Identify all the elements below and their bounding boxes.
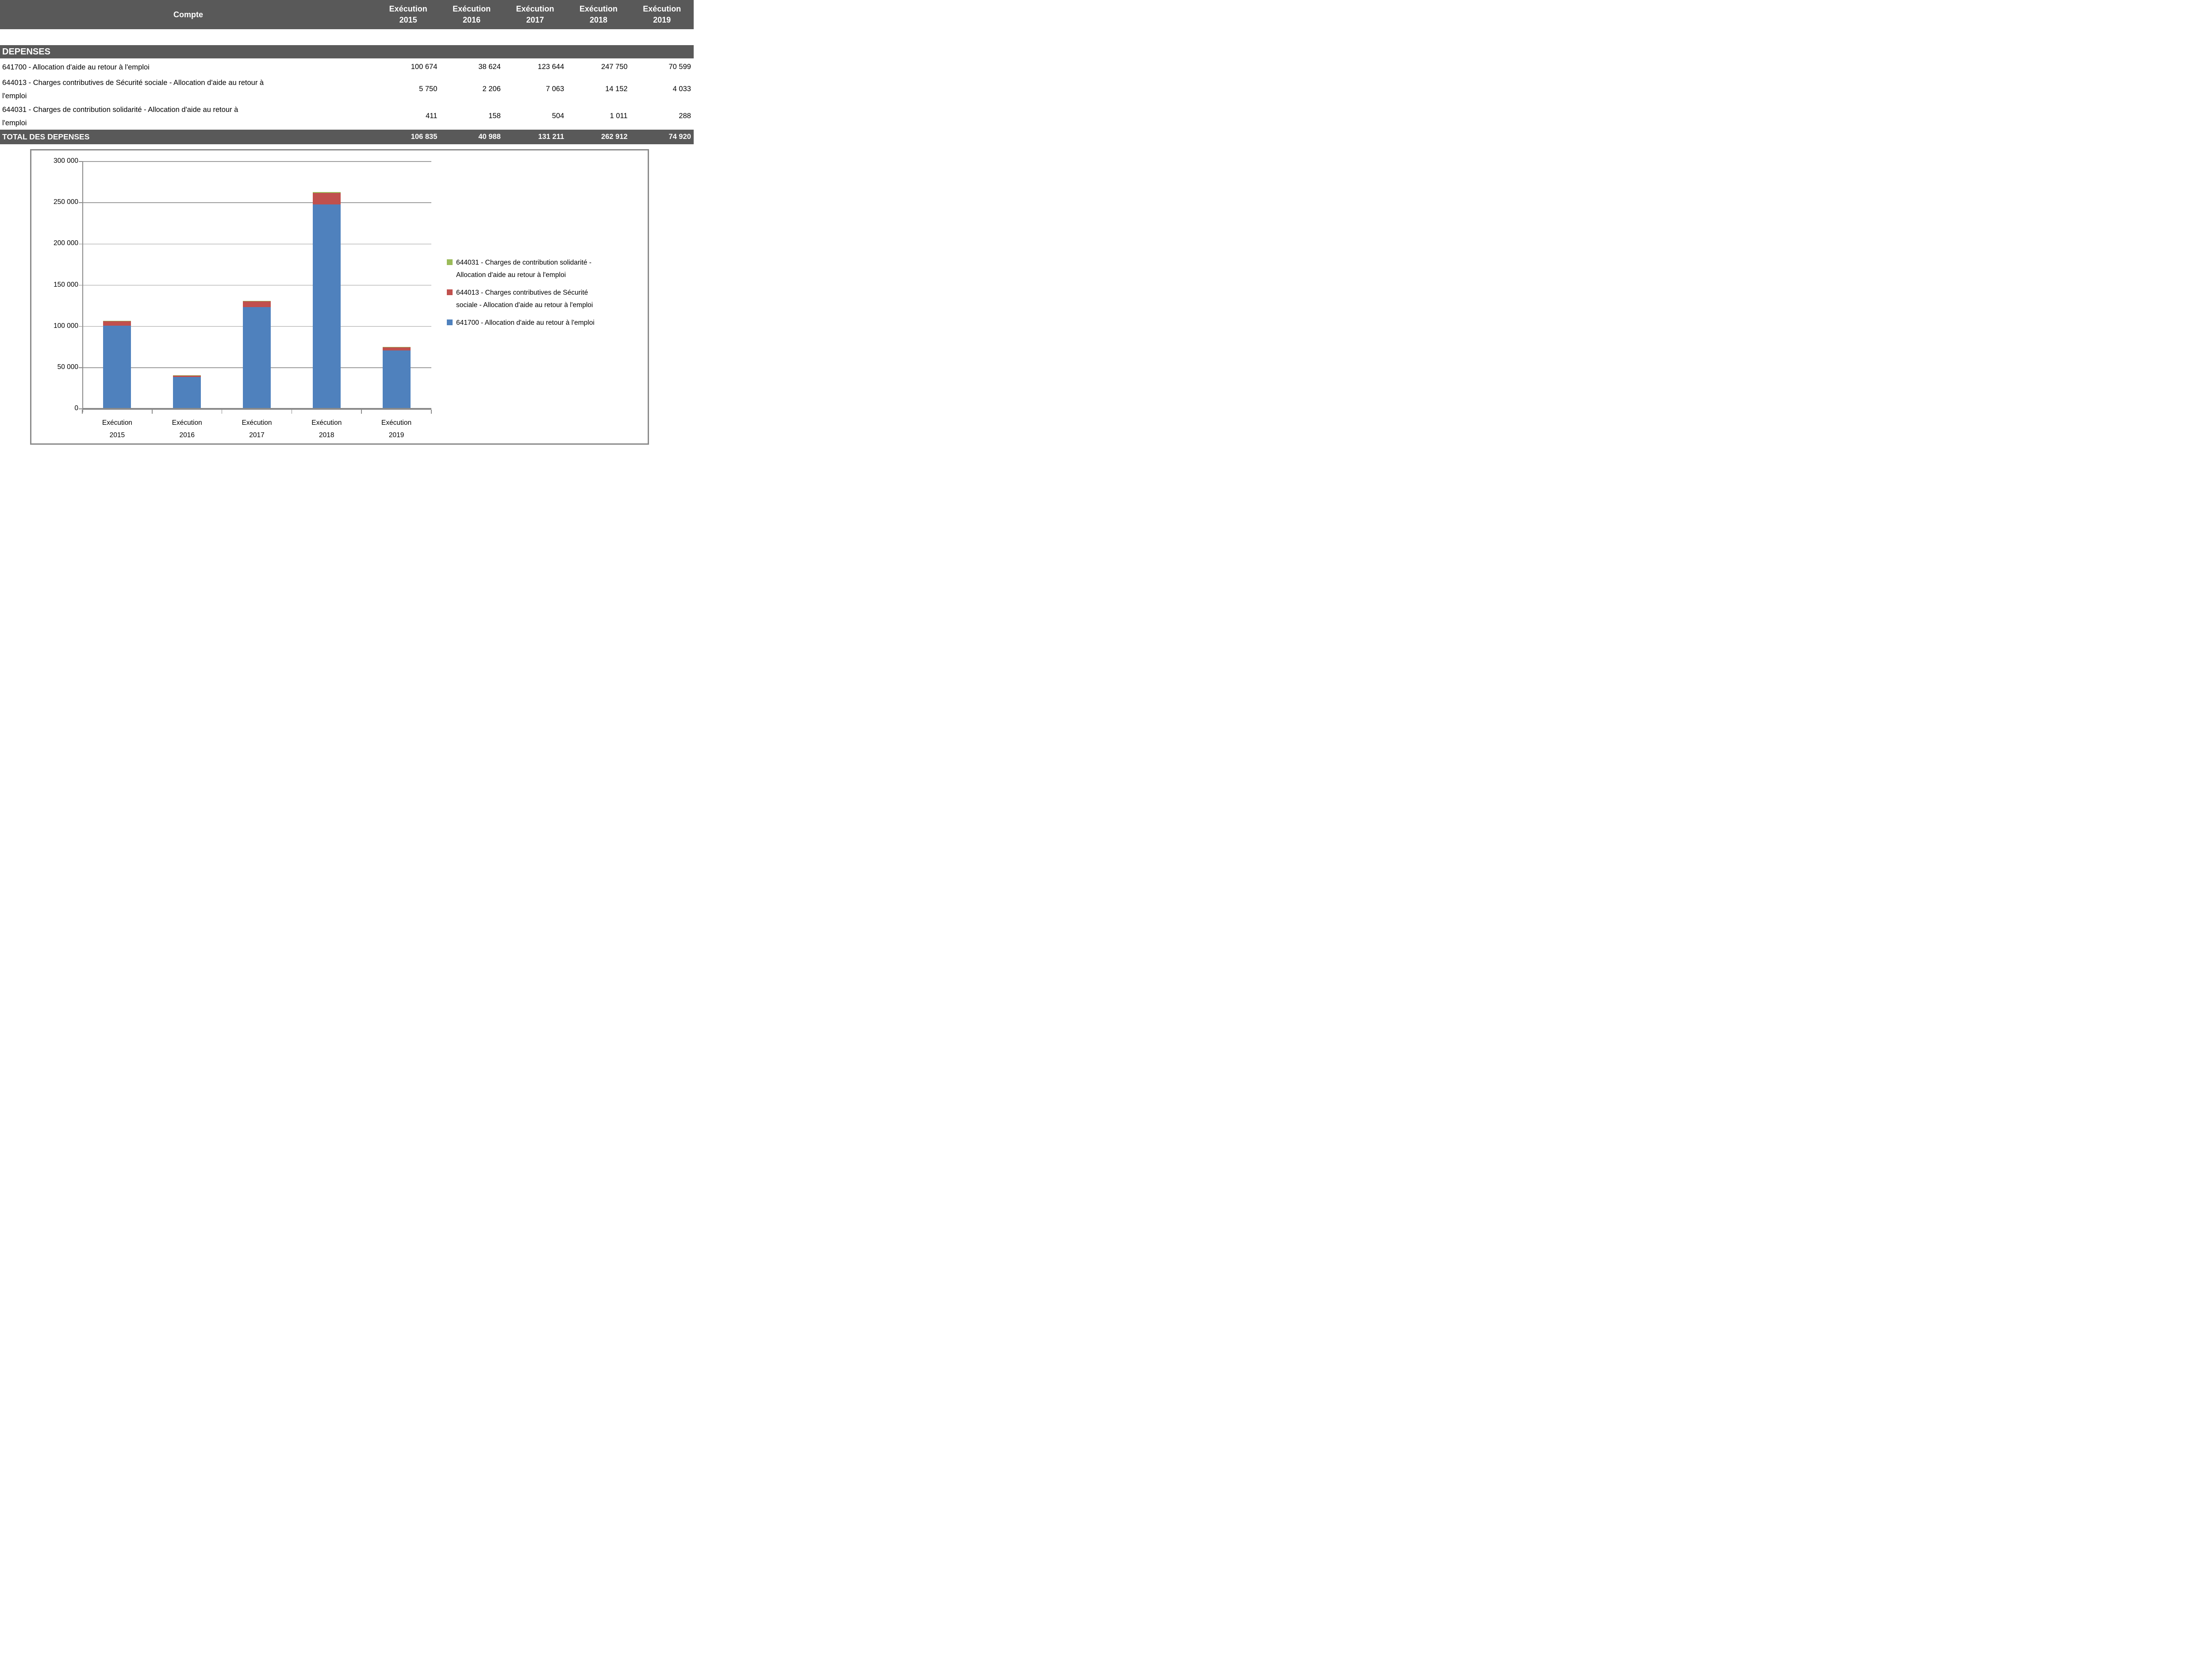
- y-tick-label: 250 000: [53, 198, 78, 206]
- y-tick-label: 100 000: [53, 322, 78, 330]
- y-axis-tick: [79, 367, 82, 368]
- table-row: 644013 - Charges contributives de Sécuri…: [0, 76, 694, 103]
- x-axis-tick: [152, 410, 153, 414]
- x-axis-tick: [82, 410, 83, 414]
- header-year-cell: Exécution 2019: [643, 4, 681, 24]
- y-gridline: [82, 285, 431, 286]
- value-cell: 14 152: [605, 85, 628, 93]
- value-cell: 411: [426, 112, 438, 120]
- y-axis-tick: [79, 285, 82, 286]
- y-axis-line: [82, 162, 83, 412]
- value-cell: 100 674: [411, 63, 438, 71]
- section-depenses-band: DEPENSES: [0, 45, 694, 58]
- bar-segment-641700: [103, 326, 131, 409]
- bar-segment-641700: [243, 307, 271, 409]
- x-axis-tick: [221, 410, 223, 414]
- value-cell: 7 063: [545, 85, 565, 93]
- table-header-row: Compte Exécution 2015 Exécution 2016 Exécu…: [0, 0, 694, 29]
- header-year-columns: Exécution 2015 Exécution 2016 Exécution 20…: [376, 0, 694, 29]
- legend-label: 644031 - Charges de contribution solidar…: [456, 259, 591, 279]
- legend-item: 641700 - Allocation d'aide au retour à l…: [447, 317, 648, 329]
- value-cell: 504: [552, 112, 565, 120]
- header-year-cell: Exécution 2016: [453, 4, 491, 24]
- total-value-cell: 106 835: [411, 133, 438, 141]
- row-label-text: 644013 - Charges contributives de Sécuri…: [2, 78, 264, 100]
- y-tick-label: 50 000: [57, 363, 78, 371]
- row-label-text: 644031 - Charges de contribution solidar…: [2, 105, 238, 127]
- header-compte: Compte: [173, 10, 203, 19]
- bar-segment-644031: [312, 192, 341, 193]
- y-tick-label: 150 000: [53, 281, 78, 289]
- value-cell: 158: [488, 112, 501, 120]
- table-row: 644031 - Charges de contribution solidar…: [0, 103, 694, 130]
- chart-legend: 644031 - Charges de contribution solidar…: [447, 257, 648, 335]
- total-value-cell: 262 912: [601, 133, 628, 141]
- x-tick-label: Exécution 2019: [381, 419, 412, 439]
- value-cell: 38 624: [478, 63, 501, 71]
- header-year-cell: Exécution 2018: [579, 4, 618, 24]
- y-axis-tick: [79, 243, 82, 245]
- row-label-text: 641700 - Allocation d'aide au retour à l…: [2, 63, 150, 71]
- y-tick-label: 200 000: [53, 239, 78, 247]
- y-gridline: [82, 202, 431, 203]
- y-axis-tick: [79, 161, 82, 162]
- x-axis-tick: [361, 410, 362, 414]
- legend-label: 641700 - Allocation d'aide au retour à l…: [456, 319, 595, 327]
- row-label: 644013 - Charges contributives de Sécuri…: [0, 76, 376, 103]
- y-axis-tick: [79, 408, 82, 409]
- value-cell: 1 011: [610, 112, 628, 120]
- x-tick-label: Exécution 2015: [102, 419, 132, 439]
- total-label: TOTAL DES DEPENSES: [2, 132, 90, 141]
- value-cell: 4 033: [672, 85, 691, 93]
- row-label: 644031 - Charges de contribution solidar…: [0, 103, 376, 130]
- legend-item: 644031 - Charges de contribution solidar…: [447, 257, 648, 281]
- bar-segment-644013: [103, 321, 131, 326]
- y-gridline: [82, 161, 431, 162]
- x-tick-label: Exécution 2016: [172, 419, 202, 439]
- legend-swatch-icon: [447, 319, 453, 325]
- bar-segment-641700: [312, 204, 341, 409]
- x-tick-label: Exécution 2017: [242, 419, 272, 439]
- y-gridline: [82, 243, 431, 245]
- legend-label: 644013 - Charges contributives de Sécuri…: [456, 289, 593, 309]
- bar-segment-644013: [173, 375, 201, 377]
- y-axis-tick: [79, 202, 82, 203]
- total-values: 106 835 40 988 131 211 262 912 74 920: [376, 133, 694, 141]
- x-axis-line: [82, 408, 431, 410]
- bar-segment-644013: [312, 192, 341, 205]
- value-cell: 2 206: [482, 85, 501, 93]
- value-cell: 288: [679, 112, 691, 120]
- value-cell: 247 750: [601, 63, 628, 71]
- y-tick-label: 300 000: [53, 157, 78, 165]
- chart-frame: 0 50 000 100 000 150 000 200 000 250 000 300 0…: [30, 149, 649, 445]
- value-cell: 5 750: [419, 85, 438, 93]
- legend-swatch-icon: [447, 259, 453, 265]
- table-body: 641700 - Allocation d'aide au retour à l…: [0, 58, 694, 130]
- report-page: Compte Exécution 2015 Exécution 2016 Exécu…: [0, 0, 694, 446]
- total-row: TOTAL DES DEPENSES 106 835 40 988 131 211 2…: [0, 130, 694, 144]
- header-year-cell: Exécution 2017: [516, 4, 554, 24]
- total-value-cell: 40 988: [478, 133, 501, 141]
- y-tick-label: 0: [74, 404, 78, 412]
- bar-segment-641700: [382, 350, 411, 409]
- total-value-cell: 131 211: [538, 133, 565, 141]
- row-label: 641700 - Allocation d'aide au retour à l…: [0, 58, 376, 76]
- x-tick-label: Exécution 2018: [311, 419, 342, 439]
- table-gap: [0, 29, 694, 45]
- y-axis-tick: [79, 326, 82, 327]
- x-axis-tick: [431, 410, 432, 414]
- legend-swatch-icon: [447, 289, 453, 295]
- table-row: 641700 - Allocation d'aide au retour à l…: [0, 58, 694, 76]
- bar-segment-644013: [243, 301, 271, 307]
- section-title: DEPENSES: [2, 46, 50, 57]
- header-year-cell: Exécution 2015: [389, 4, 427, 24]
- value-cell: 70 599: [668, 63, 691, 71]
- total-value-cell: 74 920: [668, 133, 691, 141]
- bar-segment-644013: [382, 347, 411, 351]
- legend-item: 644013 - Charges contributives de Sécuri…: [447, 287, 648, 312]
- value-cell: 123 644: [538, 63, 565, 71]
- bar-segment-641700: [173, 377, 201, 409]
